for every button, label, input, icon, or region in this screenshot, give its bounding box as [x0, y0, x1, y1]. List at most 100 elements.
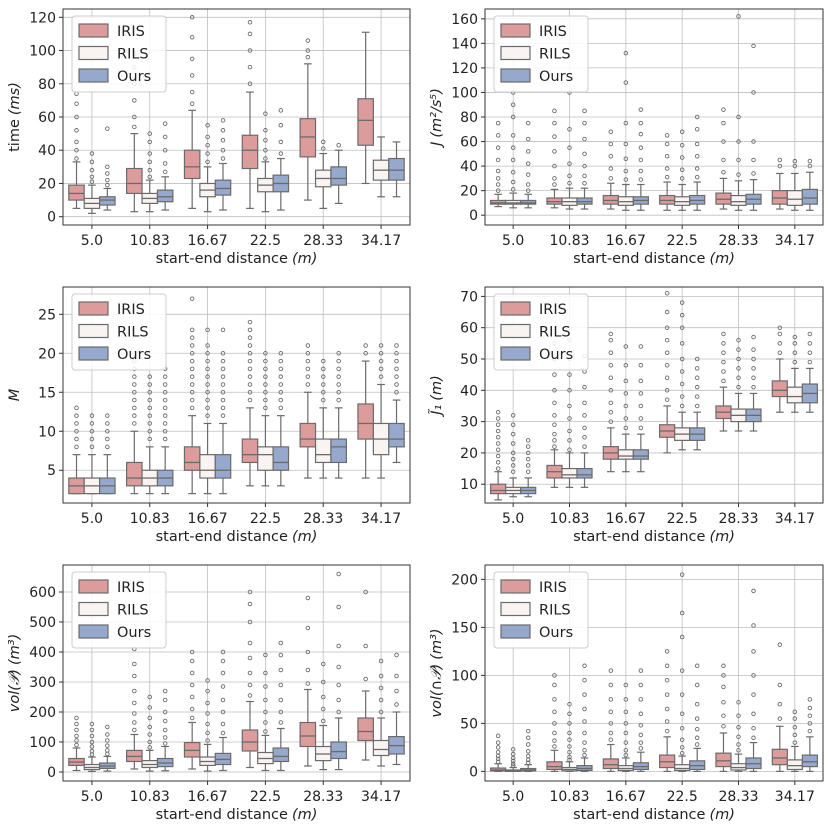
flier-point — [777, 642, 783, 647]
flier-point — [664, 133, 670, 138]
flier-point — [205, 123, 210, 128]
flier-point — [321, 382, 326, 387]
flier-point — [220, 721, 226, 727]
flier-point — [792, 724, 798, 730]
flier-point — [394, 358, 399, 364]
box-ours-0 — [520, 438, 537, 498]
flier-point — [582, 413, 587, 418]
flier-point — [552, 709, 557, 715]
y-axis-title-unit: (m) — [429, 375, 445, 400]
flier-point — [694, 701, 700, 707]
flier-point — [721, 378, 726, 384]
flier-point — [623, 378, 629, 384]
flier-point — [132, 688, 137, 694]
box-body — [674, 764, 691, 772]
flier-point — [220, 374, 226, 379]
box-iris-2 — [183, 649, 201, 770]
flier-point — [664, 291, 670, 296]
flier-point — [567, 757, 572, 763]
chart-panel-volP: 0 100 200 300 400 500 600 5.0 10.83 16.67 22.5 28.3… — [7, 564, 411, 823]
flier-point — [74, 128, 79, 133]
legend-label-rils: RILS — [539, 603, 571, 619]
box-body — [330, 741, 347, 760]
flier-point — [363, 589, 368, 595]
flier-point — [378, 658, 384, 664]
flier-point — [638, 668, 644, 673]
box-body — [126, 167, 143, 195]
box-rils-0 — [83, 151, 101, 214]
flier-point — [751, 157, 756, 163]
y-axis-title-main: J — [429, 142, 445, 149]
flier-point — [638, 425, 644, 431]
flier-point — [378, 366, 384, 372]
flier-point — [278, 151, 284, 156]
flier-point — [132, 390, 137, 395]
flier-point — [147, 405, 152, 411]
box-ours-1 — [576, 663, 593, 773]
box-body — [490, 483, 507, 495]
box-rils-1 — [141, 131, 159, 213]
box-body — [126, 461, 143, 487]
y-tick-label: 200 — [29, 705, 56, 721]
flier-point — [721, 673, 726, 678]
flier-point — [321, 694, 326, 700]
flier-point — [105, 126, 110, 131]
box-rils-0 — [505, 413, 522, 498]
flier-point — [525, 438, 531, 443]
flier-point — [378, 709, 384, 715]
flier-point — [582, 136, 587, 142]
flier-point — [792, 359, 798, 365]
x-axis-title-unit: (m) — [709, 529, 734, 545]
box-ours-4 — [745, 588, 762, 773]
box-body — [632, 449, 649, 460]
flier-point — [792, 163, 798, 169]
flier-point — [321, 661, 326, 667]
flier-point — [638, 131, 644, 137]
flier-point — [189, 405, 195, 411]
flier-point — [495, 145, 501, 150]
flier-point — [147, 139, 152, 145]
box-ours-3 — [272, 351, 290, 487]
flier-point — [736, 700, 741, 705]
flier-point — [694, 716, 700, 721]
flier-point — [510, 441, 516, 446]
flier-point — [278, 640, 284, 646]
box-iris-3 — [659, 649, 676, 773]
box-iris-5 — [771, 642, 788, 773]
box-body — [771, 748, 788, 766]
flier-point — [623, 141, 629, 147]
flier-point — [74, 147, 79, 153]
box-ours-4 — [745, 43, 762, 211]
x-tick-label: 28.33 — [718, 511, 758, 527]
flier-point — [552, 400, 557, 406]
flier-point — [263, 720, 268, 725]
flier-point — [623, 363, 629, 368]
flier-point — [679, 325, 685, 330]
flier-point — [263, 729, 268, 734]
flier-point — [132, 374, 137, 379]
flier-point — [189, 15, 195, 20]
legend-swatch-rils — [500, 601, 531, 617]
flier-point — [336, 709, 341, 715]
flier-point — [74, 721, 79, 727]
flier-point — [582, 151, 587, 157]
box-body — [715, 752, 732, 768]
flier-point — [807, 697, 813, 702]
flier-point — [89, 436, 95, 442]
flier-point — [394, 366, 399, 372]
flier-point — [495, 441, 501, 446]
box-ours-2 — [214, 327, 232, 495]
flier-point — [132, 397, 137, 403]
flier-point — [162, 405, 168, 411]
flier-point — [792, 740, 798, 745]
flier-point — [638, 723, 644, 728]
flier-point — [679, 394, 685, 399]
chart-panel-time: 0 20 40 60 80 100 120 5.0 10.83 16.67 22.5 28.33 34.… — [7, 8, 411, 267]
flier-point — [247, 327, 253, 333]
flier-point — [552, 721, 557, 726]
box-body — [786, 386, 803, 404]
flier-point — [623, 721, 629, 726]
flier-point — [582, 400, 587, 406]
flier-point — [247, 48, 253, 53]
flier-point — [807, 721, 813, 726]
